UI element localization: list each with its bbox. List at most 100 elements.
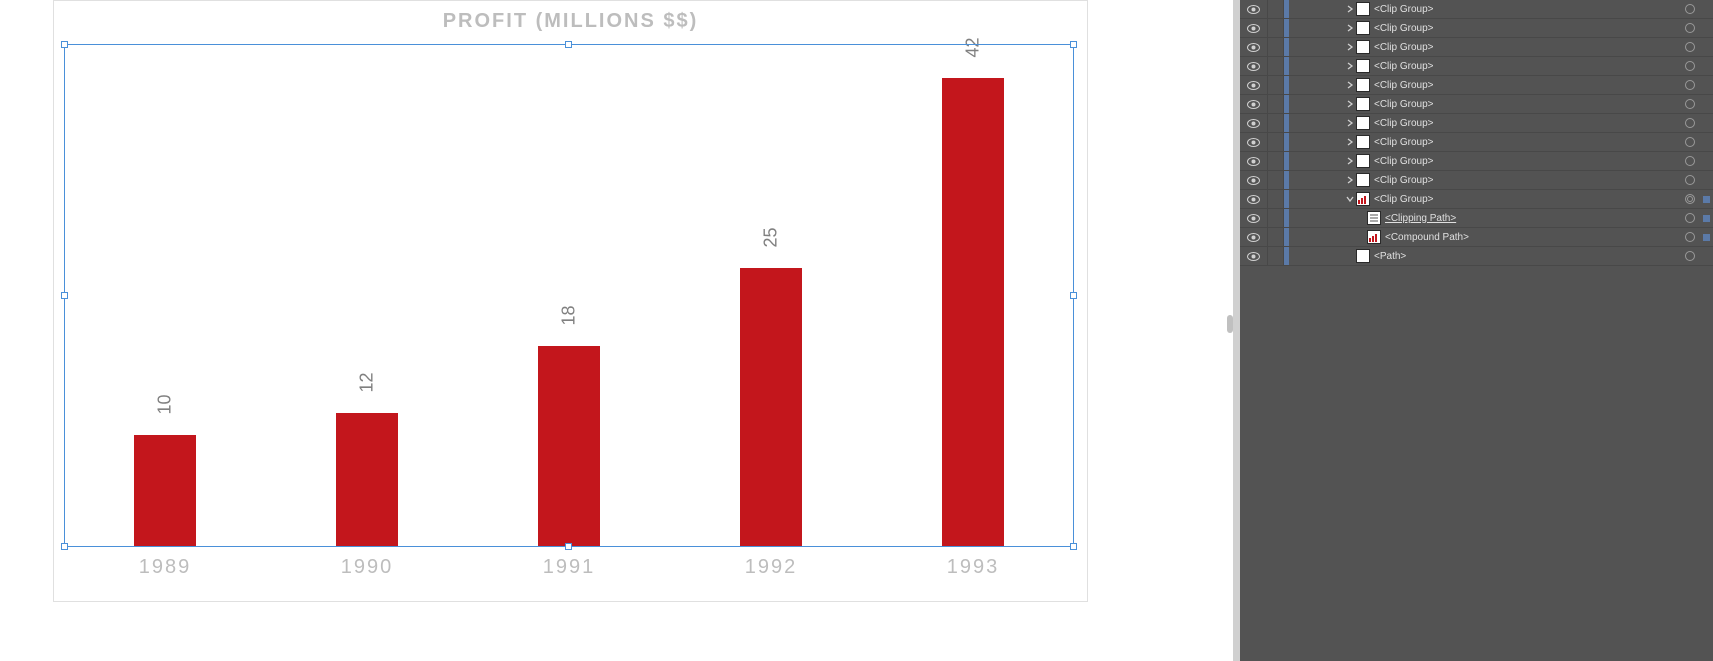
layer-thumbnail[interactable] [1356, 97, 1370, 111]
target-button[interactable] [1681, 175, 1699, 185]
layer-name-label[interactable]: <Clip Group> [1374, 175, 1433, 186]
visibility-toggle[interactable] [1240, 95, 1268, 113]
target-button[interactable] [1681, 42, 1699, 52]
layer-row[interactable]: <Clip Group> [1240, 114, 1713, 133]
layer-row[interactable]: <Clip Group> [1240, 152, 1713, 171]
layer-row[interactable]: <Clip Group> [1240, 57, 1713, 76]
layer-tree-area[interactable]: <Clip Group> [1289, 171, 1681, 189]
target-button[interactable] [1681, 156, 1699, 166]
visibility-toggle[interactable] [1240, 114, 1268, 132]
target-button[interactable] [1681, 23, 1699, 33]
chevron-right-icon[interactable] [1344, 138, 1356, 146]
lock-toggle[interactable] [1268, 95, 1284, 113]
lock-toggle[interactable] [1268, 171, 1284, 189]
visibility-toggle[interactable] [1240, 19, 1268, 37]
selection-handle-bottom-right[interactable] [1070, 543, 1077, 550]
lock-toggle[interactable] [1268, 209, 1284, 227]
target-button[interactable] [1681, 99, 1699, 109]
target-button[interactable] [1681, 80, 1699, 90]
layer-thumbnail[interactable] [1367, 230, 1381, 244]
selection-handle-top-right[interactable] [1070, 41, 1077, 48]
layer-name-label[interactable]: <Clipping Path> [1385, 213, 1456, 224]
layer-tree-area[interactable]: <Clipping Path> [1289, 209, 1681, 227]
layer-tree-area[interactable]: <Clip Group> [1289, 152, 1681, 170]
layer-tree-area[interactable]: <Clip Group> [1289, 114, 1681, 132]
visibility-toggle[interactable] [1240, 133, 1268, 151]
layer-thumbnail[interactable] [1356, 40, 1370, 54]
layer-tree-area[interactable]: <Clip Group> [1289, 95, 1681, 113]
layer-tree-area[interactable]: <Clip Group> [1289, 19, 1681, 37]
chevron-right-icon[interactable] [1344, 24, 1356, 32]
lock-toggle[interactable] [1268, 133, 1284, 151]
layer-name-label[interactable]: <Compound Path> [1385, 232, 1469, 243]
lock-toggle[interactable] [1268, 152, 1284, 170]
layer-name-label[interactable]: <Clip Group> [1374, 42, 1433, 53]
layer-tree-area[interactable]: <Clip Group> [1289, 190, 1681, 208]
layer-name-label[interactable]: <Clip Group> [1374, 99, 1433, 110]
target-button[interactable] [1681, 4, 1699, 14]
layers-panel[interactable]: <Clip Group> <Clip Group> <Clip Group> <Cli… [1240, 0, 1713, 661]
visibility-toggle[interactable] [1240, 190, 1268, 208]
chevron-right-icon[interactable] [1344, 100, 1356, 108]
layer-row[interactable]: <Clipping Path> [1240, 209, 1713, 228]
layer-name-label[interactable]: <Clip Group> [1374, 118, 1433, 129]
layer-name-label[interactable]: <Clip Group> [1374, 137, 1433, 148]
layer-thumbnail[interactable] [1356, 21, 1370, 35]
layer-thumbnail[interactable] [1367, 211, 1381, 225]
visibility-toggle[interactable] [1240, 0, 1268, 18]
lock-toggle[interactable] [1268, 57, 1284, 75]
lock-toggle[interactable] [1268, 228, 1284, 246]
layer-thumbnail[interactable] [1356, 154, 1370, 168]
layer-name-label[interactable]: <Clip Group> [1374, 4, 1433, 15]
chevron-right-icon[interactable] [1344, 81, 1356, 89]
chevron-right-icon[interactable] [1344, 176, 1356, 184]
layer-tree-area[interactable]: <Clip Group> [1289, 133, 1681, 151]
visibility-toggle[interactable] [1240, 171, 1268, 189]
target-button[interactable] [1681, 232, 1699, 242]
layer-thumbnail[interactable] [1356, 2, 1370, 16]
lock-toggle[interactable] [1268, 0, 1284, 18]
selection-indicator[interactable] [1699, 215, 1713, 222]
target-button[interactable] [1681, 194, 1699, 204]
lock-toggle[interactable] [1268, 38, 1284, 56]
layer-row[interactable]: <Compound Path> [1240, 228, 1713, 247]
chevron-right-icon[interactable] [1344, 5, 1356, 13]
selection-handle-mid-left[interactable] [61, 292, 68, 299]
layer-name-label[interactable]: <Clip Group> [1374, 80, 1433, 91]
visibility-toggle[interactable] [1240, 247, 1268, 265]
target-button[interactable] [1681, 118, 1699, 128]
selection-bounding-box[interactable] [64, 44, 1074, 547]
layer-thumbnail[interactable] [1356, 249, 1370, 263]
selection-indicator[interactable] [1699, 234, 1713, 241]
layer-tree-area[interactable]: <Clip Group> [1289, 38, 1681, 56]
layer-name-label[interactable]: <Clip Group> [1374, 23, 1433, 34]
visibility-toggle[interactable] [1240, 57, 1268, 75]
chevron-right-icon[interactable] [1344, 119, 1356, 127]
layer-thumbnail[interactable] [1356, 135, 1370, 149]
lock-toggle[interactable] [1268, 247, 1284, 265]
selection-indicator[interactable] [1699, 196, 1713, 203]
selection-handle-mid-right[interactable] [1070, 292, 1077, 299]
layer-row[interactable]: <Clip Group> [1240, 38, 1713, 57]
visibility-toggle[interactable] [1240, 38, 1268, 56]
layer-row[interactable]: <Clip Group> [1240, 19, 1713, 38]
lock-toggle[interactable] [1268, 19, 1284, 37]
layer-thumbnail[interactable] [1356, 59, 1370, 73]
layer-name-label[interactable]: <Clip Group> [1374, 61, 1433, 72]
layer-thumbnail[interactable] [1356, 116, 1370, 130]
chevron-down-icon[interactable] [1344, 195, 1356, 203]
visibility-toggle[interactable] [1240, 76, 1268, 94]
selection-handle-top-left[interactable] [61, 41, 68, 48]
visibility-toggle[interactable] [1240, 209, 1268, 227]
chevron-right-icon[interactable] [1344, 43, 1356, 51]
layer-row[interactable]: <Clip Group> [1240, 0, 1713, 19]
layer-row[interactable]: <Clip Group> [1240, 190, 1713, 209]
layer-row[interactable]: <Clip Group> [1240, 171, 1713, 190]
chevron-right-icon[interactable] [1344, 157, 1356, 165]
layer-row[interactable]: <Clip Group> [1240, 76, 1713, 95]
chevron-right-icon[interactable] [1344, 62, 1356, 70]
layer-row[interactable]: <Clip Group> [1240, 95, 1713, 114]
selection-handle-bottom-left[interactable] [61, 543, 68, 550]
layer-thumbnail[interactable] [1356, 78, 1370, 92]
layer-tree-area[interactable]: <Clip Group> [1289, 0, 1681, 18]
